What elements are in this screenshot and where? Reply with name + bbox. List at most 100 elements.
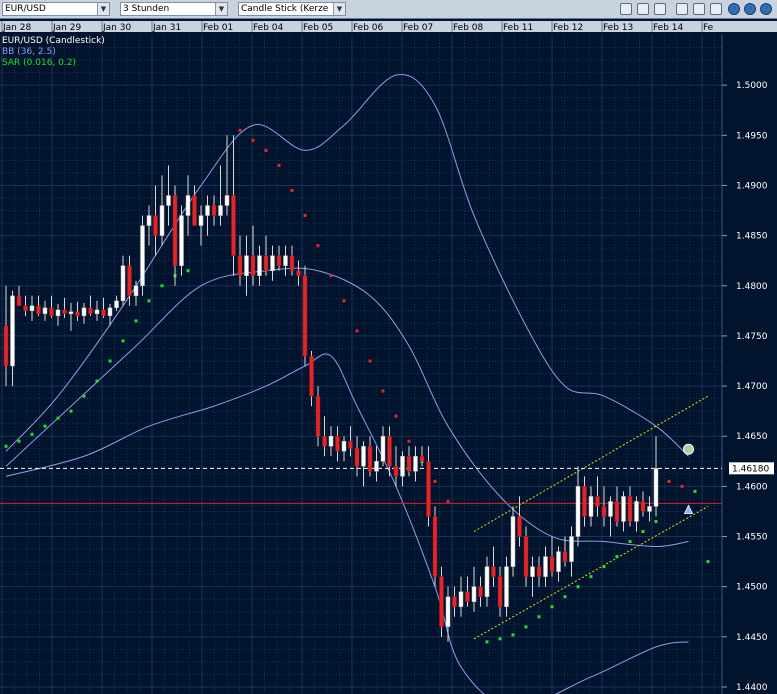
candle-body-down: [172, 195, 178, 266]
candle: [380, 426, 386, 467]
candle: [419, 446, 425, 467]
timeframe-select[interactable]: 3 Stunden ▼: [120, 2, 228, 16]
candle-body-up: [588, 496, 594, 517]
candle: [458, 576, 464, 617]
sar-dot: [602, 565, 606, 569]
candle-body-up: [114, 300, 119, 309]
candle-body-down: [276, 255, 282, 266]
candle: [153, 185, 158, 256]
sar-dot: [589, 575, 593, 579]
candle: [348, 426, 353, 457]
x-tick-label: Fe: [703, 23, 714, 33]
zoom-out-icon[interactable]: [744, 3, 756, 15]
candles: [3, 135, 659, 642]
candle: [192, 185, 197, 226]
candle: [595, 476, 600, 517]
x-tick-label: Feb 01: [203, 23, 233, 33]
sar-dot: [667, 479, 671, 483]
bollinger-lower-line: [5, 353, 689, 694]
candle-body-down: [426, 461, 431, 517]
sar-dot: [355, 329, 359, 333]
chart-type-select[interactable]: Candle Stick (Kerze ▼: [238, 2, 346, 16]
candle: [49, 295, 54, 318]
y-tick-label: 1.4650: [736, 432, 768, 442]
draw-line-icon[interactable]: [620, 3, 632, 15]
draw-trendline-icon[interactable]: [637, 3, 649, 15]
candle: [335, 426, 340, 462]
x-tick-label: Feb 06: [353, 23, 384, 33]
candle-body-down: [549, 556, 555, 572]
candle-body-up: [504, 566, 509, 607]
candle: [588, 486, 594, 527]
sar-dot: [563, 595, 567, 599]
candle: [36, 295, 41, 316]
candle-body-down: [3, 325, 9, 367]
candle-body-down: [419, 456, 425, 462]
candle: [400, 451, 405, 487]
candle: [601, 486, 607, 527]
candle: [276, 245, 282, 271]
candle-body-down: [640, 501, 646, 512]
candle: [140, 215, 145, 296]
candle: [270, 245, 275, 281]
candle: [569, 526, 574, 577]
chevron-down-icon[interactable]: ▼: [333, 3, 345, 15]
sar-dot: [147, 299, 151, 303]
y-tick-label: 1.4500: [736, 583, 768, 593]
window-icon[interactable]: [710, 3, 722, 15]
zoom-in-icon[interactable]: [728, 3, 740, 15]
candle: [120, 255, 126, 306]
candle: [361, 441, 366, 487]
candle-body-down: [237, 255, 243, 276]
candle-body-down: [387, 435, 392, 467]
candle-body-up: [361, 445, 366, 467]
candle-body-down: [263, 255, 269, 271]
price-chart[interactable]: Jan 28 Jan 29 Jan 30 Jan 31 Feb 01 Feb 04 Feb …: [0, 19, 777, 694]
candle-body-down: [289, 255, 295, 271]
bollinger-bands: [5, 74, 689, 694]
candle-body-up: [55, 309, 61, 317]
candle-body-up: [471, 586, 477, 602]
sar-dot: [576, 585, 580, 589]
candle-body-down: [562, 551, 568, 562]
candle: [283, 245, 288, 276]
y-tick-label: 1.4400: [736, 683, 768, 693]
candle: [10, 290, 15, 387]
candle: [393, 446, 399, 487]
candle: [75, 301, 80, 321]
sar-dot: [30, 432, 34, 436]
candle-body-up: [244, 255, 249, 276]
candle-body-down: [101, 309, 106, 317]
sar-dot: [641, 530, 645, 534]
candle: [3, 285, 9, 387]
candle: [205, 195, 210, 236]
symbol-select[interactable]: EUR/USD ▼: [2, 2, 110, 16]
candle-body-down: [315, 395, 321, 437]
candle-body-down: [627, 496, 633, 522]
candle: [614, 486, 620, 527]
candle: [16, 285, 22, 307]
signal-circle-marker: [683, 443, 694, 455]
candle-body-up: [159, 205, 165, 236]
candle-body-down: [16, 295, 22, 307]
candle: [88, 295, 93, 316]
candle-body-down: [491, 566, 496, 577]
x-tick-label: Jan 30: [102, 23, 131, 33]
chevron-down-icon[interactable]: ▼: [97, 3, 109, 15]
settings-icon[interactable]: [760, 3, 772, 15]
sar-dot: [498, 637, 502, 641]
candle: [309, 350, 314, 407]
draw-channel-icon[interactable]: [654, 3, 666, 15]
candle-body-down: [153, 215, 158, 236]
candle: [179, 205, 184, 276]
candle-body-down: [432, 516, 438, 577]
x-axis-strip: [0, 21, 777, 32]
candle-body-down: [614, 501, 620, 522]
text-tool-icon[interactable]: [693, 3, 705, 15]
candle-body-up: [647, 506, 652, 512]
chevron-down-icon[interactable]: ▼: [215, 3, 227, 15]
candle: [640, 491, 646, 517]
fibonacci-icon[interactable]: [676, 3, 688, 15]
candle-body-down: [36, 305, 41, 315]
y-tick-label: 1.4550: [736, 533, 768, 543]
